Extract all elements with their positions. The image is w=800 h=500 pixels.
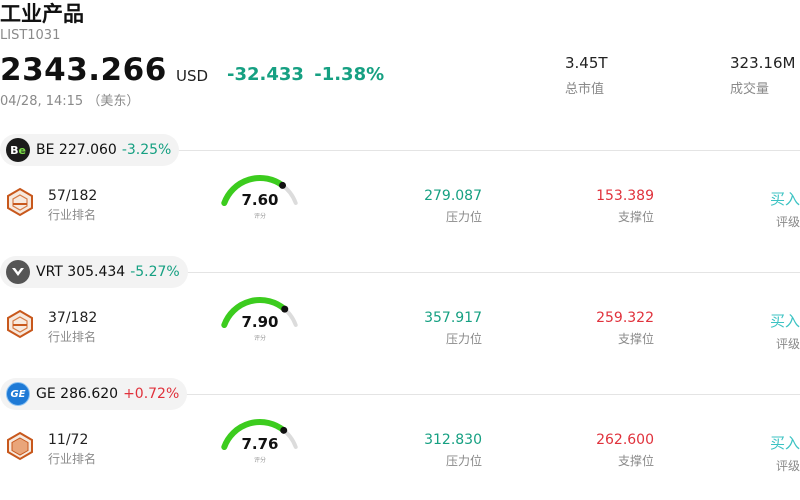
stock-change-percent: -5.27%	[130, 264, 180, 280]
stock-header-pill[interactable]: GE GE 286.620 +0.72%	[0, 378, 188, 410]
resistance-level: 312.830 压力位	[382, 432, 482, 469]
score-value: 7.60	[241, 191, 279, 209]
rating-label: 评级	[775, 459, 800, 473]
gauge-fill	[221, 175, 286, 206]
stock-symbol-price: GE 286.620	[36, 386, 119, 402]
volume-value: 323.16M	[730, 54, 796, 72]
stock-card[interactable]: GE GE 286.620 +0.72% 11/72 行业排名 7.76 评分 …	[0, 378, 800, 500]
ge-logo-icon: GE	[6, 382, 30, 406]
resistance-value: 357.917	[424, 310, 482, 326]
score-gauge	[221, 297, 298, 328]
gauge-fill	[221, 419, 287, 450]
resistance-label: 压力位	[445, 210, 482, 224]
rating-buy-link[interactable]: 买入	[769, 312, 800, 330]
index-price: 2343.266	[0, 52, 167, 88]
support-label: 支撑位	[617, 210, 654, 224]
rating-label: 评级	[775, 215, 800, 229]
stock-change-percent: +0.72%	[123, 386, 180, 402]
stock-header-pill[interactable]: VRT 305.434 -5.27%	[0, 256, 188, 288]
resistance-value: 279.087	[424, 188, 482, 204]
support-label: 支撑位	[617, 454, 654, 468]
score-label: 评分	[253, 335, 266, 342]
rating-buy-link[interactable]: 买入	[769, 190, 800, 208]
market-cap-label: 总市值	[565, 82, 605, 97]
score-gauge	[221, 419, 298, 450]
score-label: 评分	[253, 457, 266, 464]
support-value: 153.389	[596, 188, 654, 204]
resistance-level: 279.087 压力位	[382, 188, 482, 225]
support-level: 259.322 支撑位	[554, 310, 654, 347]
gauge-marker	[281, 305, 289, 313]
support-value: 262.600	[596, 432, 654, 448]
score-value: 7.90	[241, 313, 279, 331]
industry-rank-value: 37/182	[48, 310, 98, 326]
score-value: 7.76	[241, 435, 279, 453]
support-value: 259.322	[596, 310, 654, 326]
support-level: 262.600 支撑位	[554, 432, 654, 469]
timestamp: 04/28, 14:15 （美东）	[0, 94, 140, 109]
rank-hexagon-icon	[7, 309, 33, 339]
industry-rank-label: 行业排名	[48, 452, 97, 466]
resistance-value: 312.830	[424, 432, 482, 448]
rating: 买入 评级	[700, 310, 800, 352]
stock-change-percent: -3.25%	[121, 142, 172, 158]
currency-label: USD	[176, 67, 209, 85]
list-code: LIST1031	[0, 28, 61, 43]
change-percent: -1.38%	[314, 64, 385, 85]
score-gauge	[221, 175, 298, 206]
rank-hexagon-icon	[7, 187, 33, 217]
industry-rank-label: 行业排名	[48, 208, 97, 222]
volume-label: 成交量	[730, 82, 770, 97]
gauge-marker	[280, 426, 288, 434]
gauge-marker	[279, 181, 287, 189]
rank-hexagon-icon	[7, 431, 33, 461]
section-divider	[0, 150, 800, 151]
rating-label: 评级	[775, 337, 800, 351]
section-divider	[0, 394, 800, 395]
rating: 买入 评级	[700, 432, 800, 474]
gauge-fill	[221, 297, 288, 328]
support-label: 支撑位	[617, 332, 654, 346]
rating: 买入 评级	[700, 188, 800, 230]
score-label: 评分	[253, 213, 266, 220]
support-level: 153.389 支撑位	[554, 188, 654, 225]
vertiv-logo-icon	[6, 260, 30, 284]
section-divider	[0, 272, 800, 273]
stock-symbol-price: BE 227.060	[36, 142, 117, 158]
industry-rank-label: 行业排名	[48, 330, 97, 344]
resistance-label: 压力位	[445, 332, 482, 346]
stock-card[interactable]: VRT 305.434 -5.27% 37/182 行业排名 7.90 评分 3…	[0, 256, 800, 378]
industry-rank-value: 11/72	[48, 432, 89, 448]
page-title: 工业产品	[0, 2, 84, 26]
change-value: -32.433	[227, 64, 304, 85]
stock-symbol-price: VRT 305.434	[36, 264, 126, 280]
rating-buy-link[interactable]: 买入	[769, 434, 800, 452]
resistance-label: 压力位	[445, 454, 482, 468]
resistance-level: 357.917 压力位	[382, 310, 482, 347]
market-cap-value: 3.45T	[565, 54, 608, 72]
industry-rank-value: 57/182	[48, 188, 98, 204]
price-change: -32.433 -1.38%	[227, 64, 384, 85]
